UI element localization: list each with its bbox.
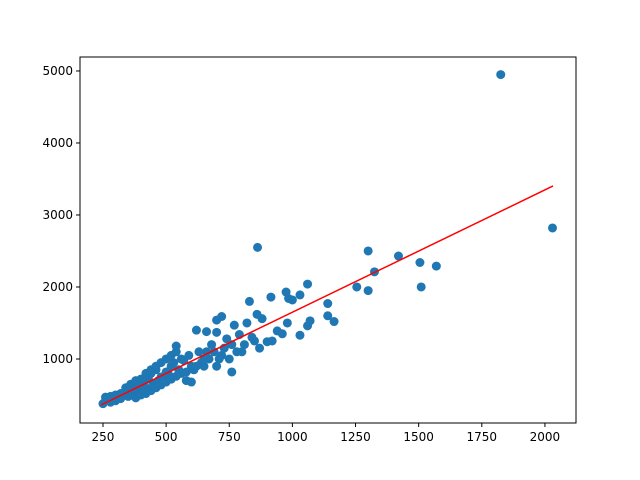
point <box>282 318 292 328</box>
point <box>247 332 257 342</box>
y-tick-label: 1000 <box>42 352 73 366</box>
point <box>329 317 339 327</box>
point <box>224 354 234 364</box>
point <box>232 347 242 357</box>
point <box>239 340 249 350</box>
point <box>242 318 252 328</box>
point <box>266 292 276 302</box>
point <box>184 350 194 360</box>
point <box>217 312 227 322</box>
point <box>181 367 191 377</box>
point <box>323 299 333 309</box>
x-tick-label: 1250 <box>340 430 371 444</box>
point <box>277 329 287 339</box>
x-tick-label: 500 <box>155 430 178 444</box>
point <box>253 242 263 252</box>
point <box>191 325 201 335</box>
point <box>212 361 222 371</box>
point <box>295 290 305 300</box>
point <box>267 336 277 346</box>
point <box>214 354 224 364</box>
x-tick-label: 750 <box>218 430 241 444</box>
point <box>186 377 196 387</box>
point <box>363 286 373 296</box>
x-tick-label: 250 <box>92 430 115 444</box>
point <box>229 320 239 330</box>
y-tick-label: 3000 <box>42 208 73 222</box>
x-tick-label: 2000 <box>530 430 561 444</box>
point <box>171 347 181 357</box>
point <box>194 347 204 357</box>
point <box>169 358 179 368</box>
point <box>255 343 265 353</box>
point <box>202 347 212 357</box>
y-tick-label: 5000 <box>42 64 73 78</box>
x-tick-label: 1500 <box>403 430 434 444</box>
y-tick-label: 4000 <box>42 136 73 150</box>
x-tick-label: 1000 <box>277 430 308 444</box>
point <box>363 246 373 256</box>
point <box>548 223 558 233</box>
point <box>393 251 403 261</box>
point <box>295 330 305 340</box>
point <box>415 258 425 268</box>
x-tick-label: 1750 <box>467 430 498 444</box>
point <box>257 314 267 324</box>
point <box>416 282 426 292</box>
point <box>227 367 237 377</box>
point <box>222 334 232 344</box>
point <box>207 340 217 350</box>
y-tick-label: 2000 <box>42 280 73 294</box>
point <box>284 294 294 304</box>
point <box>305 316 315 326</box>
point <box>431 261 441 271</box>
point <box>212 327 222 337</box>
point <box>323 311 333 321</box>
fit-line <box>100 185 554 406</box>
point <box>244 296 254 306</box>
point <box>199 361 209 371</box>
axes-frame <box>79 56 577 424</box>
point <box>191 361 201 371</box>
point <box>202 327 212 337</box>
point <box>352 282 362 292</box>
point <box>303 279 313 289</box>
point <box>496 70 506 80</box>
